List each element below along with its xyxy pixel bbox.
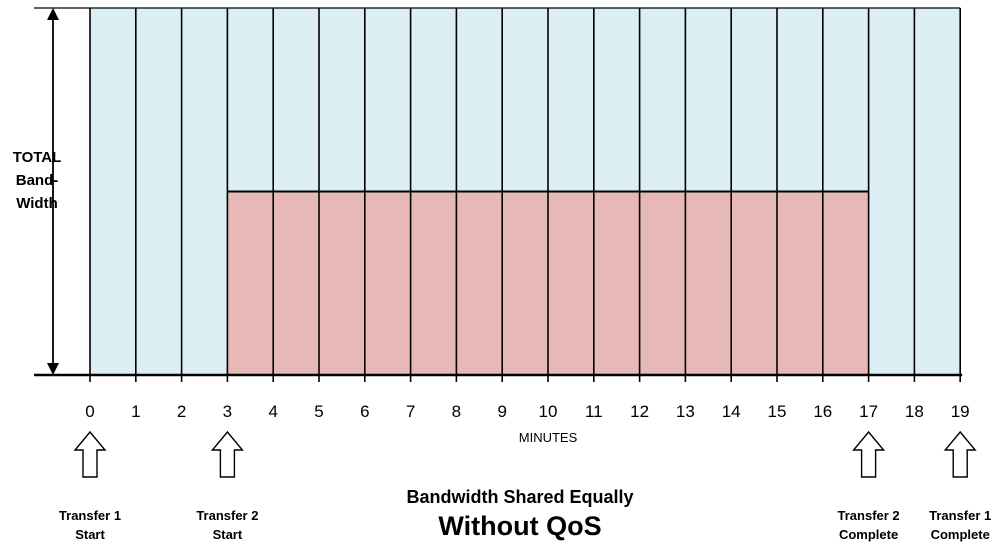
event-label-line-2: Complete: [930, 527, 990, 542]
x-tick-label: 0: [85, 402, 95, 421]
y-axis-label: TOTAL Band- Width: [4, 146, 70, 215]
event-label-line-1: Transfer 1: [58, 508, 122, 523]
x-tick-label: 12: [630, 402, 650, 421]
x-tick-label: 3: [222, 402, 233, 421]
event-label-line-1: Transfer 2: [196, 508, 259, 523]
arrow-down-icon: [47, 363, 59, 375]
x-tick-label: 11: [584, 402, 603, 421]
x-tick-label: 2: [176, 402, 187, 421]
event-label-1: Transfer 1 Start: [42, 506, 138, 544]
event-label-line-2: Complete: [838, 527, 899, 542]
event-label-4: Transfer 1 Complete: [912, 506, 1002, 544]
event-label-line-1: Transfer 1: [929, 508, 992, 523]
x-tick-label: 17: [859, 402, 879, 421]
hollow-up-arrow-icon: [73, 430, 107, 478]
event-label-2: Transfer 2 Start: [179, 506, 275, 544]
x-tick-label: 15: [767, 402, 787, 421]
event-label-line-2: Start: [212, 527, 243, 542]
x-tick-label: 14: [721, 402, 741, 421]
y-axis-label-line-2: Band-: [15, 172, 59, 189]
x-tick-label: 5: [314, 402, 324, 421]
x-tick-label: 4: [268, 402, 278, 421]
hollow-up-arrow-icon: [852, 430, 886, 478]
event-label-line-1: Transfer 2: [837, 508, 900, 523]
event-label-line-2: Start: [75, 527, 105, 542]
diagram-title: Without QoS: [438, 511, 602, 541]
x-axis-label: MINUTES: [518, 430, 578, 445]
x-tick-label: 9: [497, 402, 507, 421]
x-tick-label: 19: [950, 402, 970, 421]
y-axis-label-line-3: Width: [16, 195, 58, 212]
x-tick-label: 6: [360, 402, 370, 421]
hollow-up-arrow-icon: [943, 430, 977, 478]
diagram-subtitle: Bandwidth Shared Equally: [406, 487, 634, 507]
x-tick-label: 7: [405, 402, 416, 421]
x-tick-label: 13: [675, 402, 695, 421]
x-tick-label: 1: [131, 402, 141, 421]
x-tick-label: 10: [538, 402, 558, 421]
x-tick-label: 18: [904, 402, 924, 421]
x-tick-label: 16: [813, 402, 833, 421]
arrow-up-icon: [47, 8, 59, 20]
x-tick-label: 8: [451, 402, 462, 421]
hollow-up-arrow-icon: [210, 430, 244, 478]
event-label-3: Transfer 2 Complete: [821, 506, 917, 544]
y-axis-label-line-1: TOTAL: [12, 149, 62, 166]
